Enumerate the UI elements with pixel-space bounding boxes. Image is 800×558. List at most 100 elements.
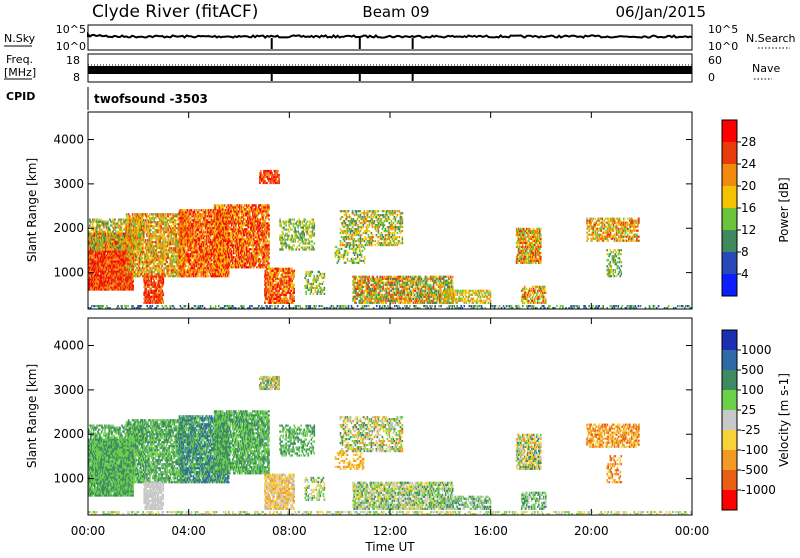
scatter-cell (109, 288, 111, 290)
scatter-cell (167, 215, 169, 217)
scatter-cell (132, 286, 134, 288)
scatter-cell (145, 298, 147, 300)
scatter-cell (151, 251, 153, 253)
scatter-cell (185, 269, 187, 271)
scatter-cell (111, 284, 113, 286)
scatter-cell (127, 259, 129, 261)
scatter-cell (89, 219, 91, 221)
scatter-cell (215, 226, 217, 228)
scatter-cell (177, 239, 179, 241)
scatter-cell (128, 213, 130, 215)
scatter-cell (207, 259, 209, 261)
scatter-cell (162, 223, 164, 225)
scatter-cell (193, 249, 195, 251)
scatter-cell (107, 233, 109, 235)
scatter-cell (175, 225, 177, 227)
scatter-cell (175, 221, 177, 223)
scatter-cell (219, 220, 221, 222)
scatter-cell (221, 252, 223, 254)
scatter-cell (175, 275, 177, 277)
scatter-cell (112, 248, 114, 250)
scatter-cell (109, 229, 111, 231)
scatter-cell (228, 275, 230, 277)
scatter-cell (203, 269, 205, 271)
scatter-cell (216, 266, 218, 268)
scatter-cell (144, 286, 146, 288)
scatter-cell (132, 241, 134, 243)
scatter-cell (109, 233, 111, 235)
scatter-cell (228, 273, 230, 275)
scatter-cell (89, 242, 91, 244)
scatter-cell (203, 209, 205, 211)
scatter-cell (137, 223, 139, 225)
scatter-cell (197, 213, 199, 215)
scatter-cell (222, 234, 224, 236)
scatter-cell (145, 278, 147, 280)
scatter-cell (203, 245, 205, 247)
scatter-cell (181, 255, 183, 257)
scatter-cell (207, 273, 209, 275)
scatter-cell (162, 219, 164, 221)
scatter-cell (137, 225, 139, 227)
scatter-cell (167, 227, 169, 229)
scatter-cell (175, 223, 177, 225)
scatter-cell (222, 204, 224, 206)
scatter-cell (202, 233, 204, 235)
scatter-cell (225, 240, 227, 242)
scatter-cell (192, 235, 194, 237)
scatter-cell (96, 280, 98, 282)
scatter-cell (134, 237, 136, 239)
scatter-cell (106, 266, 108, 268)
scatter-cell (203, 243, 205, 245)
scatter-cell (119, 246, 121, 248)
scatter-cell (133, 215, 135, 217)
scatter-cell (91, 256, 93, 258)
scatter-cell (220, 212, 222, 214)
scatter-cell (215, 232, 217, 234)
scatter-cell (107, 221, 109, 223)
scatter-cell (196, 231, 198, 233)
scatter-cell (204, 263, 206, 265)
scatter-cell (165, 247, 167, 249)
scatter-cell (147, 300, 149, 302)
scatter-cell (98, 223, 100, 225)
scatter-cell (198, 265, 200, 267)
scatter-cell (182, 253, 184, 255)
scatter-cell (110, 231, 112, 233)
scatter-cell (177, 215, 179, 217)
scatter-cell (205, 211, 207, 213)
scatter-cell (208, 275, 210, 277)
scatter-cell (98, 239, 100, 241)
scatter-cell (148, 221, 150, 223)
scatter-cell (191, 245, 193, 247)
scatter-cell (196, 245, 198, 247)
scatter-cell (139, 257, 141, 259)
scatter-cell (96, 246, 98, 248)
scatter-cell (114, 219, 116, 221)
scatter-cell (139, 229, 141, 231)
scatter-cell (149, 237, 151, 239)
scatter-cell (214, 222, 216, 224)
scatter-cell (199, 209, 201, 211)
freq-band (88, 66, 692, 74)
scatter-cell (93, 231, 95, 233)
scatter-cell (153, 251, 155, 253)
scatter-cell (109, 284, 111, 286)
scatter-cell (162, 237, 164, 239)
scatter-cell (164, 215, 166, 217)
scatter-cell (198, 229, 200, 231)
scatter-cell (211, 225, 213, 227)
scatter-cell (145, 247, 147, 249)
scatter-cell (93, 229, 95, 231)
scatter-cell (98, 248, 100, 250)
scatter-cell (127, 223, 129, 225)
scatter-cell (180, 273, 182, 275)
scatter-cell (159, 284, 161, 286)
scatter-cell (227, 228, 229, 230)
scatter-cell (145, 257, 147, 259)
scatter-cell (92, 237, 94, 239)
scatter-cell (97, 272, 99, 274)
scatter-cell (209, 245, 211, 247)
scatter-cell (113, 246, 115, 248)
scatter-cell (176, 261, 178, 263)
